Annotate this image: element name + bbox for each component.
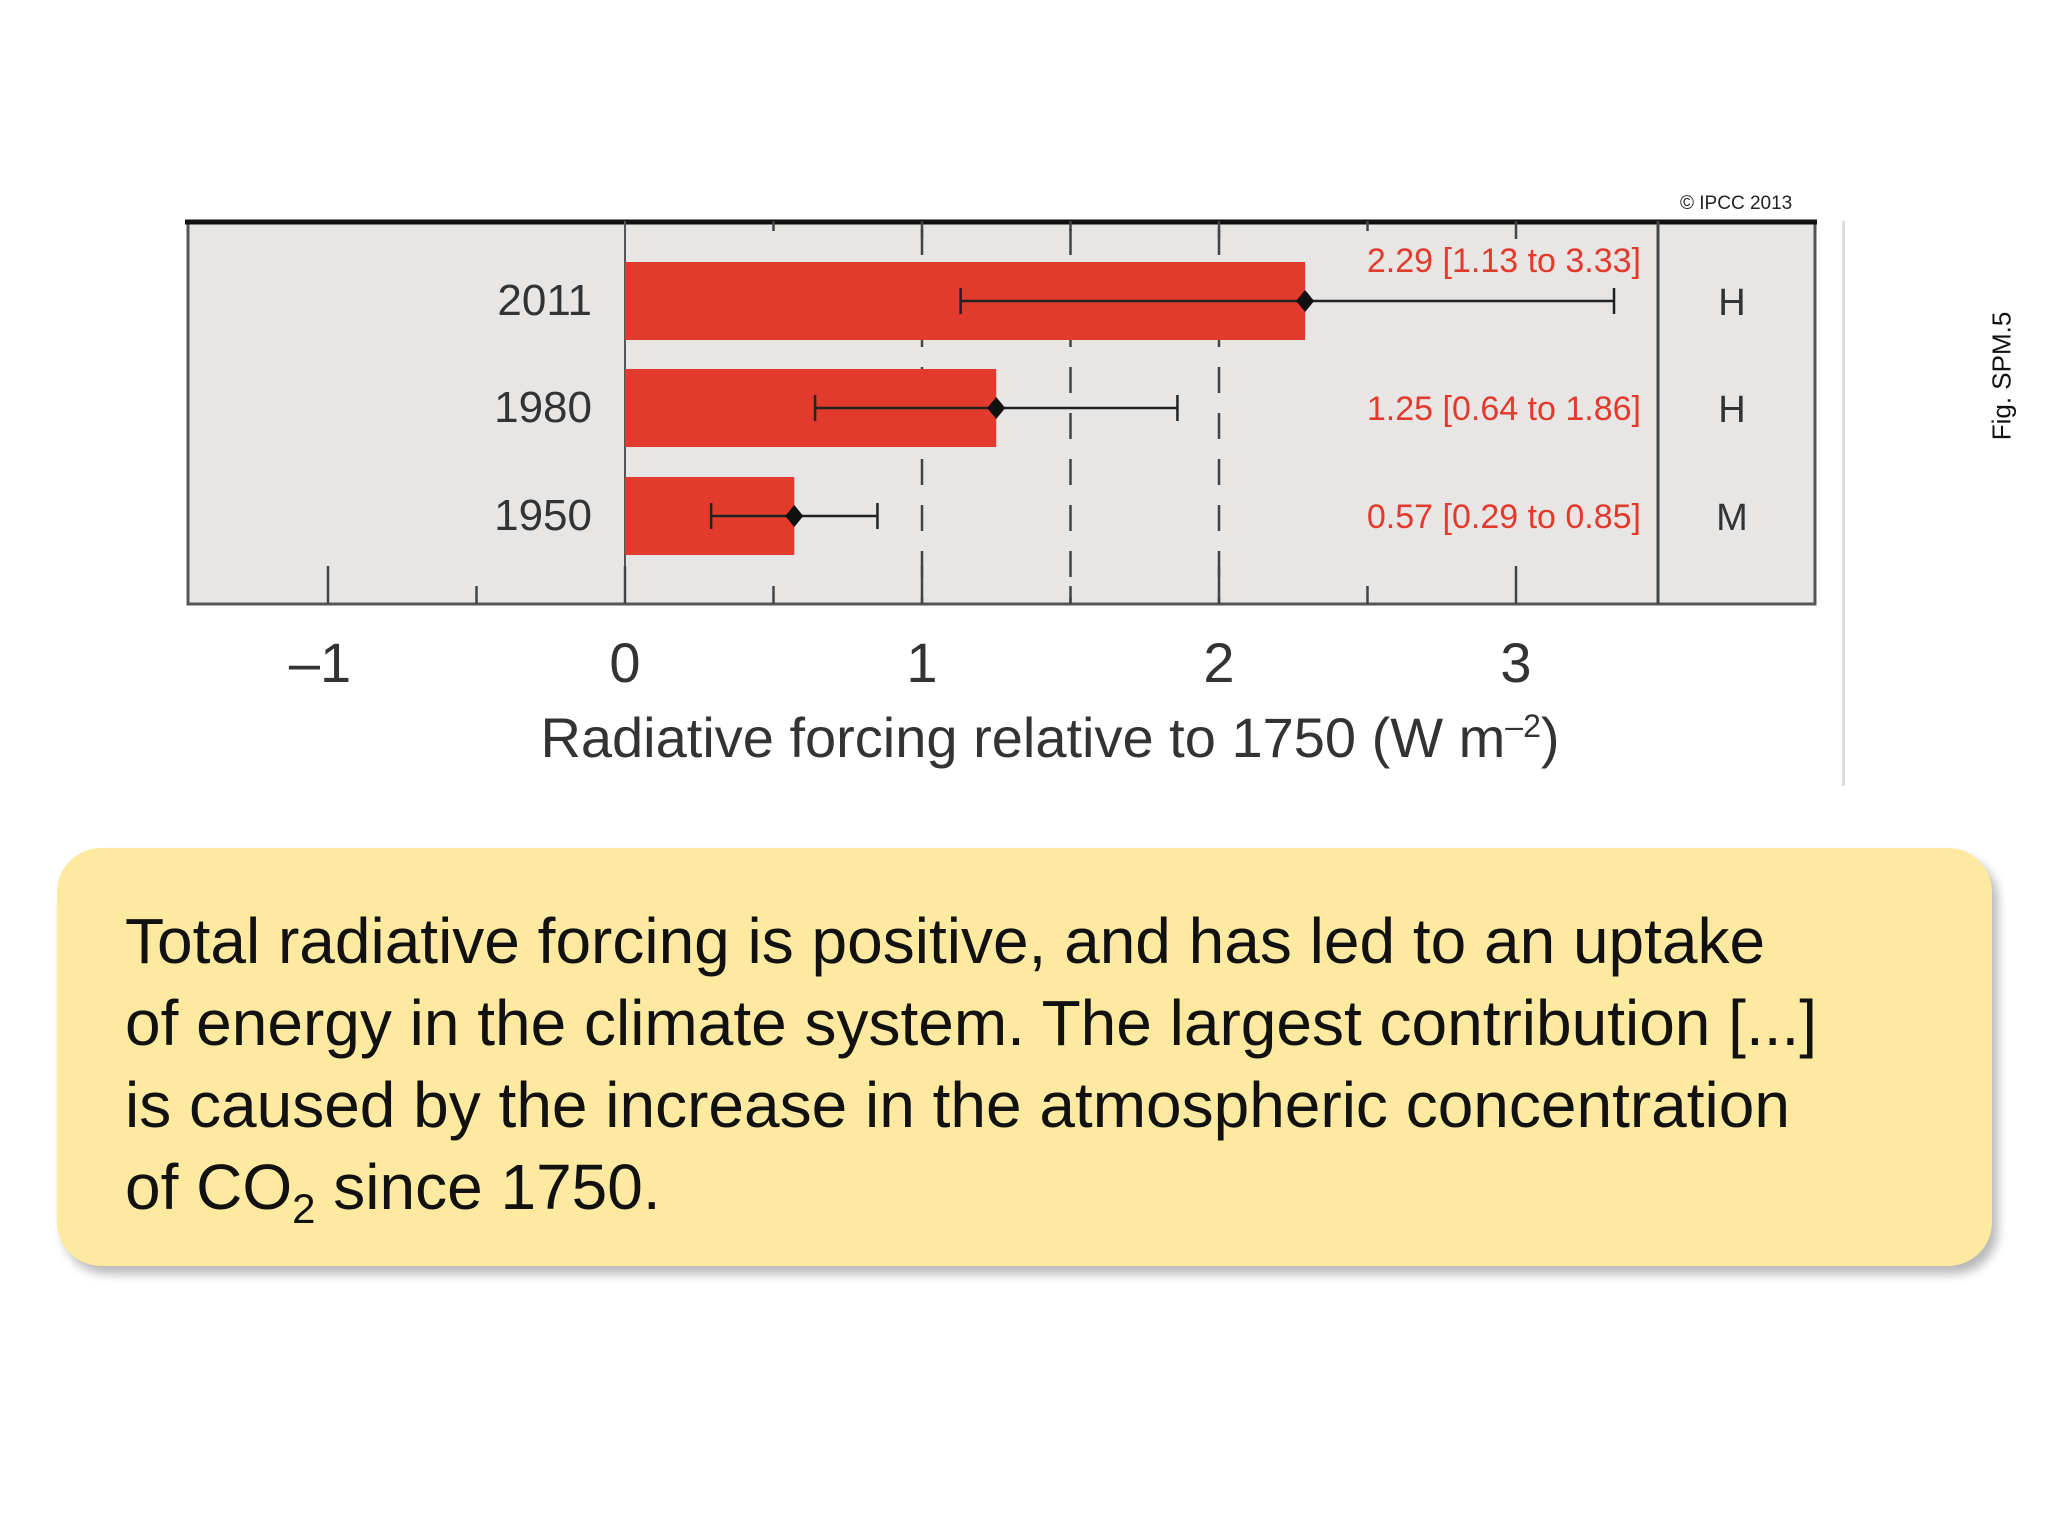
best-estimate-marker-1950: [785, 505, 804, 527]
x-axis-label: Radiative forcing relative to 1750 (W m–…: [540, 706, 1559, 769]
quote-line: of energy in the climate system. The lar…: [125, 987, 1818, 1059]
x-tick-label: 3: [1500, 631, 1531, 694]
confidence-label: M: [1716, 497, 1748, 539]
category-label: 2011: [497, 276, 592, 325]
quote-text: Total radiative forcing is positive, and…: [125, 900, 1932, 1232]
quote-line: is caused by the increase in the atmosph…: [125, 1069, 1790, 1141]
best-estimate-marker-1980: [987, 397, 1006, 419]
value-label: 1.25 [0.64 to 1.86]: [1367, 390, 1641, 428]
x-tick-label: 2: [1203, 631, 1234, 694]
x-tick-label: –1: [289, 631, 351, 694]
divider-line: [1842, 221, 1845, 786]
value-label: 0.57 [0.29 to 0.85]: [1367, 498, 1641, 536]
x-tick-label: 1: [906, 631, 937, 694]
confidence-label: H: [1718, 282, 1745, 324]
best-estimate-marker-2011: [1296, 290, 1315, 312]
value-label: 2.29 [1.13 to 3.33]: [1367, 242, 1641, 280]
quote-box: Total radiative forcing is positive, and…: [57, 848, 1992, 1266]
bars: 2011 2.29 [1.13 to 3.33] H 1980 1.25 [0.64 t…: [494, 242, 1748, 555]
tick-labels: –1 0 1 2 3: [289, 631, 1532, 694]
quote-line: Total radiative forcing is positive, and…: [125, 905, 1766, 977]
x-tick-label: 0: [609, 631, 640, 694]
confidence-label: H: [1718, 389, 1745, 431]
forcing-bar-chart: 2011 2.29 [1.13 to 3.33] H 1980 1.25 [0.64 t…: [185, 219, 1817, 769]
quote-line: of CO2 since 1750.: [125, 1151, 661, 1232]
category-label: 1950: [494, 491, 592, 540]
category-label: 1980: [494, 383, 592, 432]
copyright-notice: © IPCC 2013: [1680, 193, 1793, 214]
axis-ticks: [326, 221, 1518, 604]
